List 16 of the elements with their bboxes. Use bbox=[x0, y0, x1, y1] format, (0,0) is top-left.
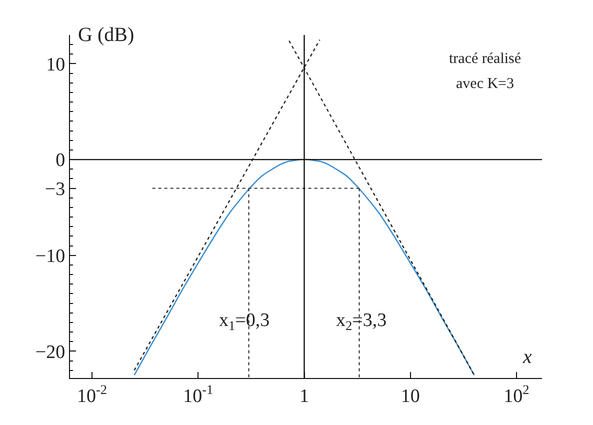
x-tick-label: 1 bbox=[300, 386, 309, 407]
y-tick-label: −20 bbox=[35, 342, 66, 363]
y-tick-label: 10 bbox=[46, 54, 66, 76]
y-tick-label: −3 bbox=[44, 178, 66, 200]
annotation: tracé réalisé bbox=[449, 51, 522, 67]
y-tick-label: −10 bbox=[35, 246, 66, 268]
y-axis-title: G (dB) bbox=[78, 24, 134, 46]
x-tick-label: 10$^{-2}$ bbox=[76, 382, 108, 407]
x-tick-label: 10 bbox=[400, 386, 420, 407]
annotation: avec K=3 bbox=[456, 76, 514, 92]
x-tick-label: 10$^{-1}$ bbox=[183, 382, 214, 407]
x-axis-title: x bbox=[522, 346, 532, 368]
annotation: x$_{1}$=0,3 bbox=[219, 310, 270, 333]
annotation: x$_{2}$=3,3 bbox=[336, 310, 387, 333]
x-tick-label: 10$^{2}$ bbox=[504, 382, 530, 407]
y-tick-label: 0 bbox=[56, 150, 66, 172]
